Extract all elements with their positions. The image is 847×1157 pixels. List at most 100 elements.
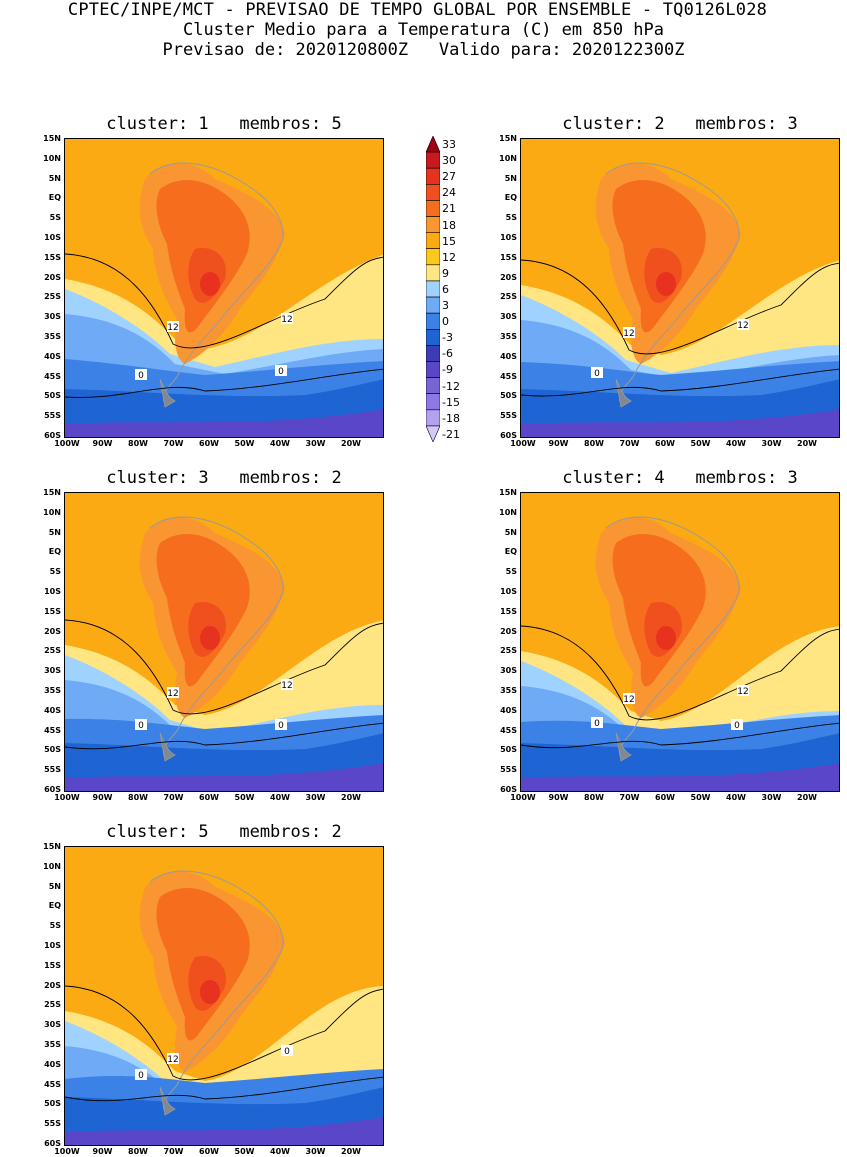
contour-label: 0 bbox=[275, 365, 287, 377]
lon-label: 30W bbox=[761, 439, 782, 448]
lon-label: 70W bbox=[163, 439, 184, 448]
contour-label: 0 bbox=[135, 719, 147, 731]
colorbar-label: 12 bbox=[442, 250, 456, 264]
lon-label: 50W bbox=[234, 793, 255, 802]
lat-label: 10N bbox=[43, 861, 61, 871]
contour-label: 12 bbox=[281, 679, 293, 691]
contour-label: 12 bbox=[281, 313, 293, 325]
svg-text:12: 12 bbox=[167, 323, 178, 333]
lat-label: 60S bbox=[500, 785, 517, 794]
lat-label: 40S bbox=[500, 705, 517, 715]
map-panel-cluster-4: 12 12 0 0 bbox=[520, 492, 840, 792]
colorbar-swatch bbox=[426, 312, 440, 330]
colorbar-label: -12 bbox=[442, 379, 460, 393]
colorbar-label: 0 bbox=[442, 315, 449, 329]
header-line-3: Previsao de: 2020120800Z Valido para: 20… bbox=[162, 40, 685, 60]
tierra-del-fuego bbox=[615, 378, 632, 408]
lat-label: 25S bbox=[44, 1000, 61, 1010]
lat-label: EQ bbox=[48, 193, 61, 203]
lat-label: 15S bbox=[500, 252, 517, 262]
lat-label: 15N bbox=[43, 134, 61, 143]
svg-text:12: 12 bbox=[623, 329, 634, 339]
coastline bbox=[149, 516, 284, 759]
svg-text:0: 0 bbox=[734, 721, 740, 731]
lat-label: 20S bbox=[500, 272, 517, 282]
contour-label: 12 bbox=[167, 1053, 179, 1065]
lat-label: 15S bbox=[500, 606, 517, 616]
colorbar-label: 27 bbox=[442, 170, 456, 184]
contour-label: 0 bbox=[591, 717, 603, 729]
lat-label: 60S bbox=[500, 431, 517, 440]
lat-label: 60S bbox=[44, 785, 61, 794]
lon-label: 20W bbox=[341, 1147, 361, 1156]
contour-0 bbox=[65, 368, 383, 398]
lat-label: 25S bbox=[500, 292, 517, 302]
colorbar-label: -6 bbox=[442, 347, 453, 361]
lon-label: 30W bbox=[761, 793, 782, 802]
contour-12 bbox=[65, 619, 383, 715]
colorbar-label: 33 bbox=[442, 138, 456, 151]
contour-label: 12 bbox=[737, 685, 749, 697]
svg-text:12: 12 bbox=[737, 687, 748, 697]
contour-0 bbox=[521, 368, 839, 397]
colorbar-label: 3 bbox=[442, 299, 449, 313]
lat-label: 40S bbox=[44, 1059, 61, 1069]
lat-label: 40S bbox=[500, 351, 517, 361]
svg-text:12: 12 bbox=[737, 321, 748, 331]
lon-label: 80W bbox=[128, 439, 148, 448]
lat-label: 45S bbox=[44, 725, 61, 735]
contour-label: 0 bbox=[591, 367, 603, 379]
lon-label: 90W bbox=[548, 793, 569, 802]
lat-label: 35S bbox=[44, 332, 61, 341]
lon-label: 70W bbox=[163, 793, 184, 802]
svg-text:0: 0 bbox=[278, 721, 284, 731]
lon-label: 70W bbox=[619, 793, 640, 802]
colorbar-swatch bbox=[426, 377, 440, 394]
lon-label: 80W bbox=[128, 1147, 148, 1156]
lat-label: 15N bbox=[499, 134, 517, 143]
lon-label: 30W bbox=[305, 1147, 326, 1156]
map-panel-cluster-5: 12 0 0 bbox=[64, 846, 384, 1146]
contour-12 bbox=[521, 625, 839, 721]
colorbar-swatch bbox=[426, 280, 440, 298]
lat-label: 30S bbox=[44, 312, 61, 322]
core-hottest bbox=[200, 626, 220, 650]
colorbar-swatch bbox=[426, 345, 440, 362]
svg-text:12: 12 bbox=[281, 681, 292, 691]
band-m9 bbox=[65, 409, 383, 437]
lat-label: 50S bbox=[44, 745, 61, 755]
colorbar-swatch bbox=[426, 184, 440, 201]
colorbar bbox=[426, 136, 440, 442]
lon-label: 60W bbox=[655, 793, 675, 802]
lat-label: 10S bbox=[500, 587, 517, 596]
lat-label: 20S bbox=[44, 980, 61, 990]
map-panel-cluster-3: 12 12 0 0 bbox=[64, 492, 384, 792]
lon-label: 40W bbox=[726, 439, 746, 448]
contour-0 bbox=[521, 722, 839, 749]
lat-label: 50S bbox=[500, 745, 517, 755]
coastline bbox=[149, 162, 284, 405]
lat-label: 55S bbox=[44, 1119, 61, 1129]
colorbar-label: -21 bbox=[442, 427, 460, 441]
lon-label: 70W bbox=[163, 1147, 184, 1156]
svg-text:12: 12 bbox=[281, 315, 292, 325]
lat-label: 15N bbox=[43, 842, 61, 851]
lat-label: 55S bbox=[44, 411, 61, 421]
lat-label: 25S bbox=[500, 646, 517, 656]
lat-label: 5S bbox=[49, 567, 61, 577]
lon-label: 80W bbox=[584, 439, 604, 448]
svg-text:0: 0 bbox=[278, 367, 284, 377]
contour-label: 0 bbox=[135, 369, 147, 381]
lon-label: 40W bbox=[726, 793, 746, 802]
lat-label: 25S bbox=[44, 646, 61, 656]
lat-label: 5S bbox=[505, 567, 517, 577]
core-hottest bbox=[656, 626, 676, 650]
colorbar-swatch bbox=[426, 264, 440, 282]
lon-label: 60W bbox=[199, 1147, 219, 1156]
lat-label: 50S bbox=[44, 1099, 61, 1109]
panel-1-title: cluster: 1 membros: 5 bbox=[106, 114, 342, 134]
colorbar-swatch bbox=[426, 232, 440, 250]
colorbar-swatch bbox=[426, 248, 440, 266]
band-m9 bbox=[65, 763, 383, 791]
lon-label: 20W bbox=[341, 439, 361, 448]
